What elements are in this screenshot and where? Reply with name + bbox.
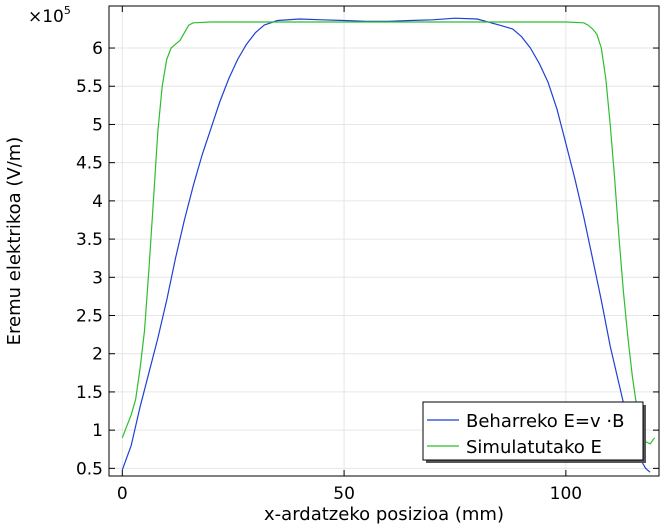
legend-box xyxy=(422,401,644,461)
x-tick-label: 100 xyxy=(550,484,582,504)
series-line-1 xyxy=(121,21,656,445)
x-tick-label: 0 xyxy=(117,484,128,504)
y-tick-label: 1 xyxy=(92,421,103,441)
y-tick-label: 6 xyxy=(92,39,103,59)
y-tick-label: 4 xyxy=(92,192,103,212)
grid xyxy=(109,6,659,476)
y-tick-label: 0.5 xyxy=(76,459,103,479)
legend-label-simulatutako: Simulatutako E xyxy=(466,437,602,458)
x-axis-title: x-ardatzeko posizioa (mm) xyxy=(264,504,504,525)
series-layer xyxy=(121,17,656,473)
y-multiplier-base: ×10 xyxy=(28,7,64,27)
y-tick-label: 4.5 xyxy=(76,154,103,174)
y-tick-label: 3 xyxy=(92,268,103,288)
y-tick-label: 2.5 xyxy=(76,307,103,327)
y-multiplier-exponent: 5 xyxy=(64,4,71,17)
legend-label-beharreko: Beharreko E=v ·B xyxy=(466,411,624,432)
plot-frame xyxy=(108,5,660,477)
y-axis-title: Eremu elektrikoa (V/m) xyxy=(4,137,25,346)
y-tick-label: 1.5 xyxy=(76,383,103,403)
x-tick-label: 50 xyxy=(333,484,355,504)
series-line-0 xyxy=(121,17,651,473)
y-multiplier: ×105 xyxy=(28,4,71,27)
y-tick-label: 2 xyxy=(92,345,103,365)
ticks xyxy=(109,6,659,476)
y-tick-label: 5.5 xyxy=(76,77,103,97)
tick-labels: 0 50 100 0.5 1 1.5 2 2.5 3 3.5 4 4.5 5 5.5 6 xyxy=(76,39,582,504)
legend: Beharreko E=v ·B Simulatutako E xyxy=(422,401,646,463)
y-tick-label: 3.5 xyxy=(76,230,103,250)
y-tick-label: 5 xyxy=(92,115,103,135)
